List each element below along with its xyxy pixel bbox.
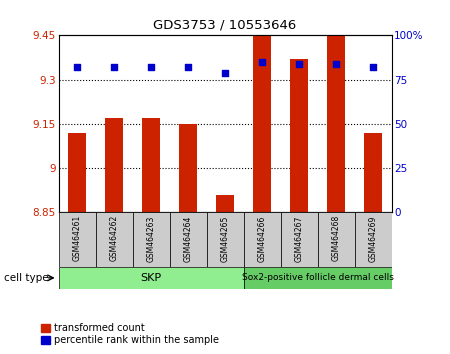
Text: GSM464263: GSM464263 (147, 215, 156, 262)
Text: GSM464269: GSM464269 (369, 215, 378, 262)
Bar (95, 212, 132, 267)
Bar (216, 195, 234, 212)
Text: Sox2-positive follicle dermal cells: Sox2-positive follicle dermal cells (242, 273, 393, 282)
Text: GSM464268: GSM464268 (332, 215, 341, 261)
Bar (132, 212, 170, 267)
Text: GSM464261: GSM464261 (72, 215, 81, 261)
Bar (318, 212, 355, 267)
Bar (327, 35, 345, 212)
Bar (58, 267, 243, 289)
Bar (105, 118, 123, 212)
Point (258, 59, 265, 65)
Text: GSM464264: GSM464264 (184, 215, 193, 262)
Bar (290, 59, 308, 212)
Text: GSM464262: GSM464262 (109, 215, 118, 261)
Bar (170, 212, 207, 267)
Bar (207, 212, 243, 267)
Bar (243, 212, 280, 267)
Text: SKP: SKP (140, 273, 162, 283)
Point (221, 70, 229, 75)
Point (295, 61, 302, 67)
Bar (243, 267, 392, 289)
Text: GSM464266: GSM464266 (257, 215, 266, 262)
Bar (364, 133, 382, 212)
Point (369, 64, 377, 70)
Bar (179, 124, 197, 212)
Point (110, 64, 117, 70)
Bar (253, 35, 271, 212)
Point (73, 64, 81, 70)
Text: cell type: cell type (4, 273, 49, 283)
Bar (355, 212, 392, 267)
Bar (58, 212, 95, 267)
Bar (142, 118, 160, 212)
Point (333, 61, 340, 67)
Legend: transformed count, percentile rank within the sample: transformed count, percentile rank withi… (41, 324, 219, 346)
Bar (280, 212, 318, 267)
Point (184, 64, 192, 70)
Point (148, 64, 155, 70)
Text: GSM464267: GSM464267 (294, 215, 303, 262)
Bar (68, 133, 86, 212)
Title: GDS3753 / 10553646: GDS3753 / 10553646 (153, 18, 297, 32)
Text: GSM464265: GSM464265 (220, 215, 230, 262)
